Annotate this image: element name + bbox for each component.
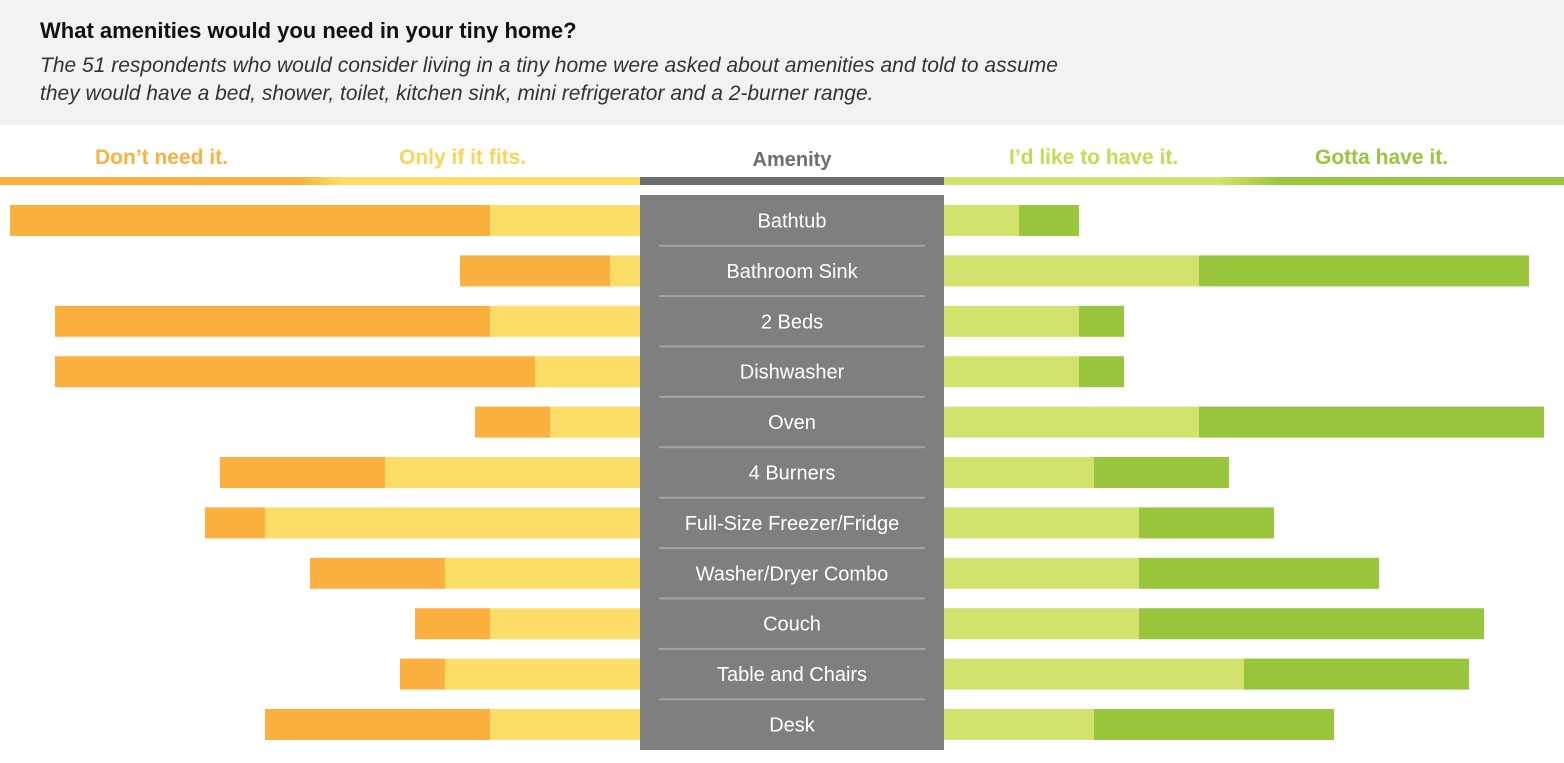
subtitle-line-2: they would have a bed, shower, toilet, k… (40, 82, 874, 105)
bar-gotta-have (1079, 305, 1124, 337)
bar-like-to-have (944, 709, 1094, 740)
legend-dont-need: Don’t need it. (95, 146, 228, 169)
bar-dont-need (400, 658, 445, 690)
bar-like-to-have (944, 356, 1079, 388)
bar-only-if-fits (490, 205, 640, 236)
subtitle-line-1: The 51 respondents who would consider li… (40, 54, 1058, 77)
bar-like-to-have (944, 205, 1019, 236)
amenity-label: Table and Chairs (717, 664, 867, 686)
strip-dont-need (0, 177, 300, 185)
bar-gotta-have (1199, 255, 1529, 287)
bar-gotta-have (1199, 406, 1544, 438)
bar-gotta-have (1019, 205, 1079, 236)
amenity-label: Washer/Dryer Combo (696, 563, 889, 585)
bar-like-to-have (944, 658, 1244, 690)
amenity-header: Amenity (753, 149, 833, 171)
bar-like-to-have (944, 406, 1199, 438)
bar-like-to-have (944, 557, 1139, 589)
bar-gotta-have (1139, 507, 1274, 539)
bar-dont-need (415, 608, 490, 640)
strip-gradient-left (300, 177, 340, 185)
header-panel: What amenities would you need in your ti… (0, 0, 1564, 125)
amenity-label: Couch (763, 614, 821, 636)
bar-like-to-have (944, 457, 1094, 488)
bar-dont-need (310, 557, 445, 589)
amenity-label: 4 Burners (749, 463, 836, 485)
bar-only-if-fits (385, 457, 640, 488)
bar-gotta-have (1139, 557, 1379, 589)
bar-only-if-fits (265, 507, 640, 539)
bar-only-if-fits (550, 406, 640, 438)
bar-dont-need (55, 305, 490, 337)
bar-dont-need (460, 255, 610, 287)
bar-gotta-have (1244, 658, 1469, 690)
amenity-label: Bathtub (758, 211, 827, 233)
bar-like-to-have (944, 608, 1139, 640)
bar-only-if-fits (445, 658, 640, 690)
amenity-label: Dishwasher (740, 362, 845, 384)
bar-only-if-fits (610, 255, 640, 287)
chart-title: What amenities would you need in your ti… (40, 18, 577, 43)
bar-only-if-fits (445, 557, 640, 589)
amenity-label: Desk (769, 715, 816, 737)
bar-only-if-fits (490, 709, 640, 740)
amenity-label: Oven (768, 412, 816, 434)
bar-dont-need (475, 406, 550, 438)
legend-like-to-have: I’d like to have it. (1009, 146, 1179, 169)
legend-gotta-have: Gotta have it. (1315, 146, 1449, 169)
amenity-label: Bathroom Sink (726, 261, 858, 283)
strip-gradient-right (1220, 177, 1280, 185)
bar-like-to-have (944, 507, 1139, 539)
bar-dont-need (220, 457, 385, 488)
bar-like-to-have (944, 305, 1079, 337)
bar-gotta-have (1094, 709, 1334, 740)
bar-dont-need (10, 205, 490, 236)
bar-dont-need (55, 356, 535, 388)
strip-gotta-have (1280, 177, 1564, 185)
bar-gotta-have (1139, 608, 1484, 640)
bar-gotta-have (1094, 457, 1229, 488)
amenity-panel (640, 195, 944, 750)
chart-subtitle: The 51 respondents who would consider li… (40, 52, 1160, 108)
strip-amenity (640, 177, 944, 185)
bar-only-if-fits (535, 356, 640, 388)
bar-gotta-have (1079, 356, 1124, 388)
legend-only-if-fits: Only if it fits. (399, 146, 527, 169)
bar-dont-need (205, 507, 265, 539)
bar-like-to-have (944, 255, 1199, 287)
strip-only-if-fits (340, 177, 640, 185)
strip-like-to-have (944, 177, 1220, 185)
bar-only-if-fits (490, 608, 640, 640)
bar-only-if-fits (490, 305, 640, 337)
bar-dont-need (265, 709, 490, 740)
amenity-label: 2 Beds (761, 311, 823, 333)
amenity-label: Full-Size Freezer/Fridge (685, 513, 900, 535)
